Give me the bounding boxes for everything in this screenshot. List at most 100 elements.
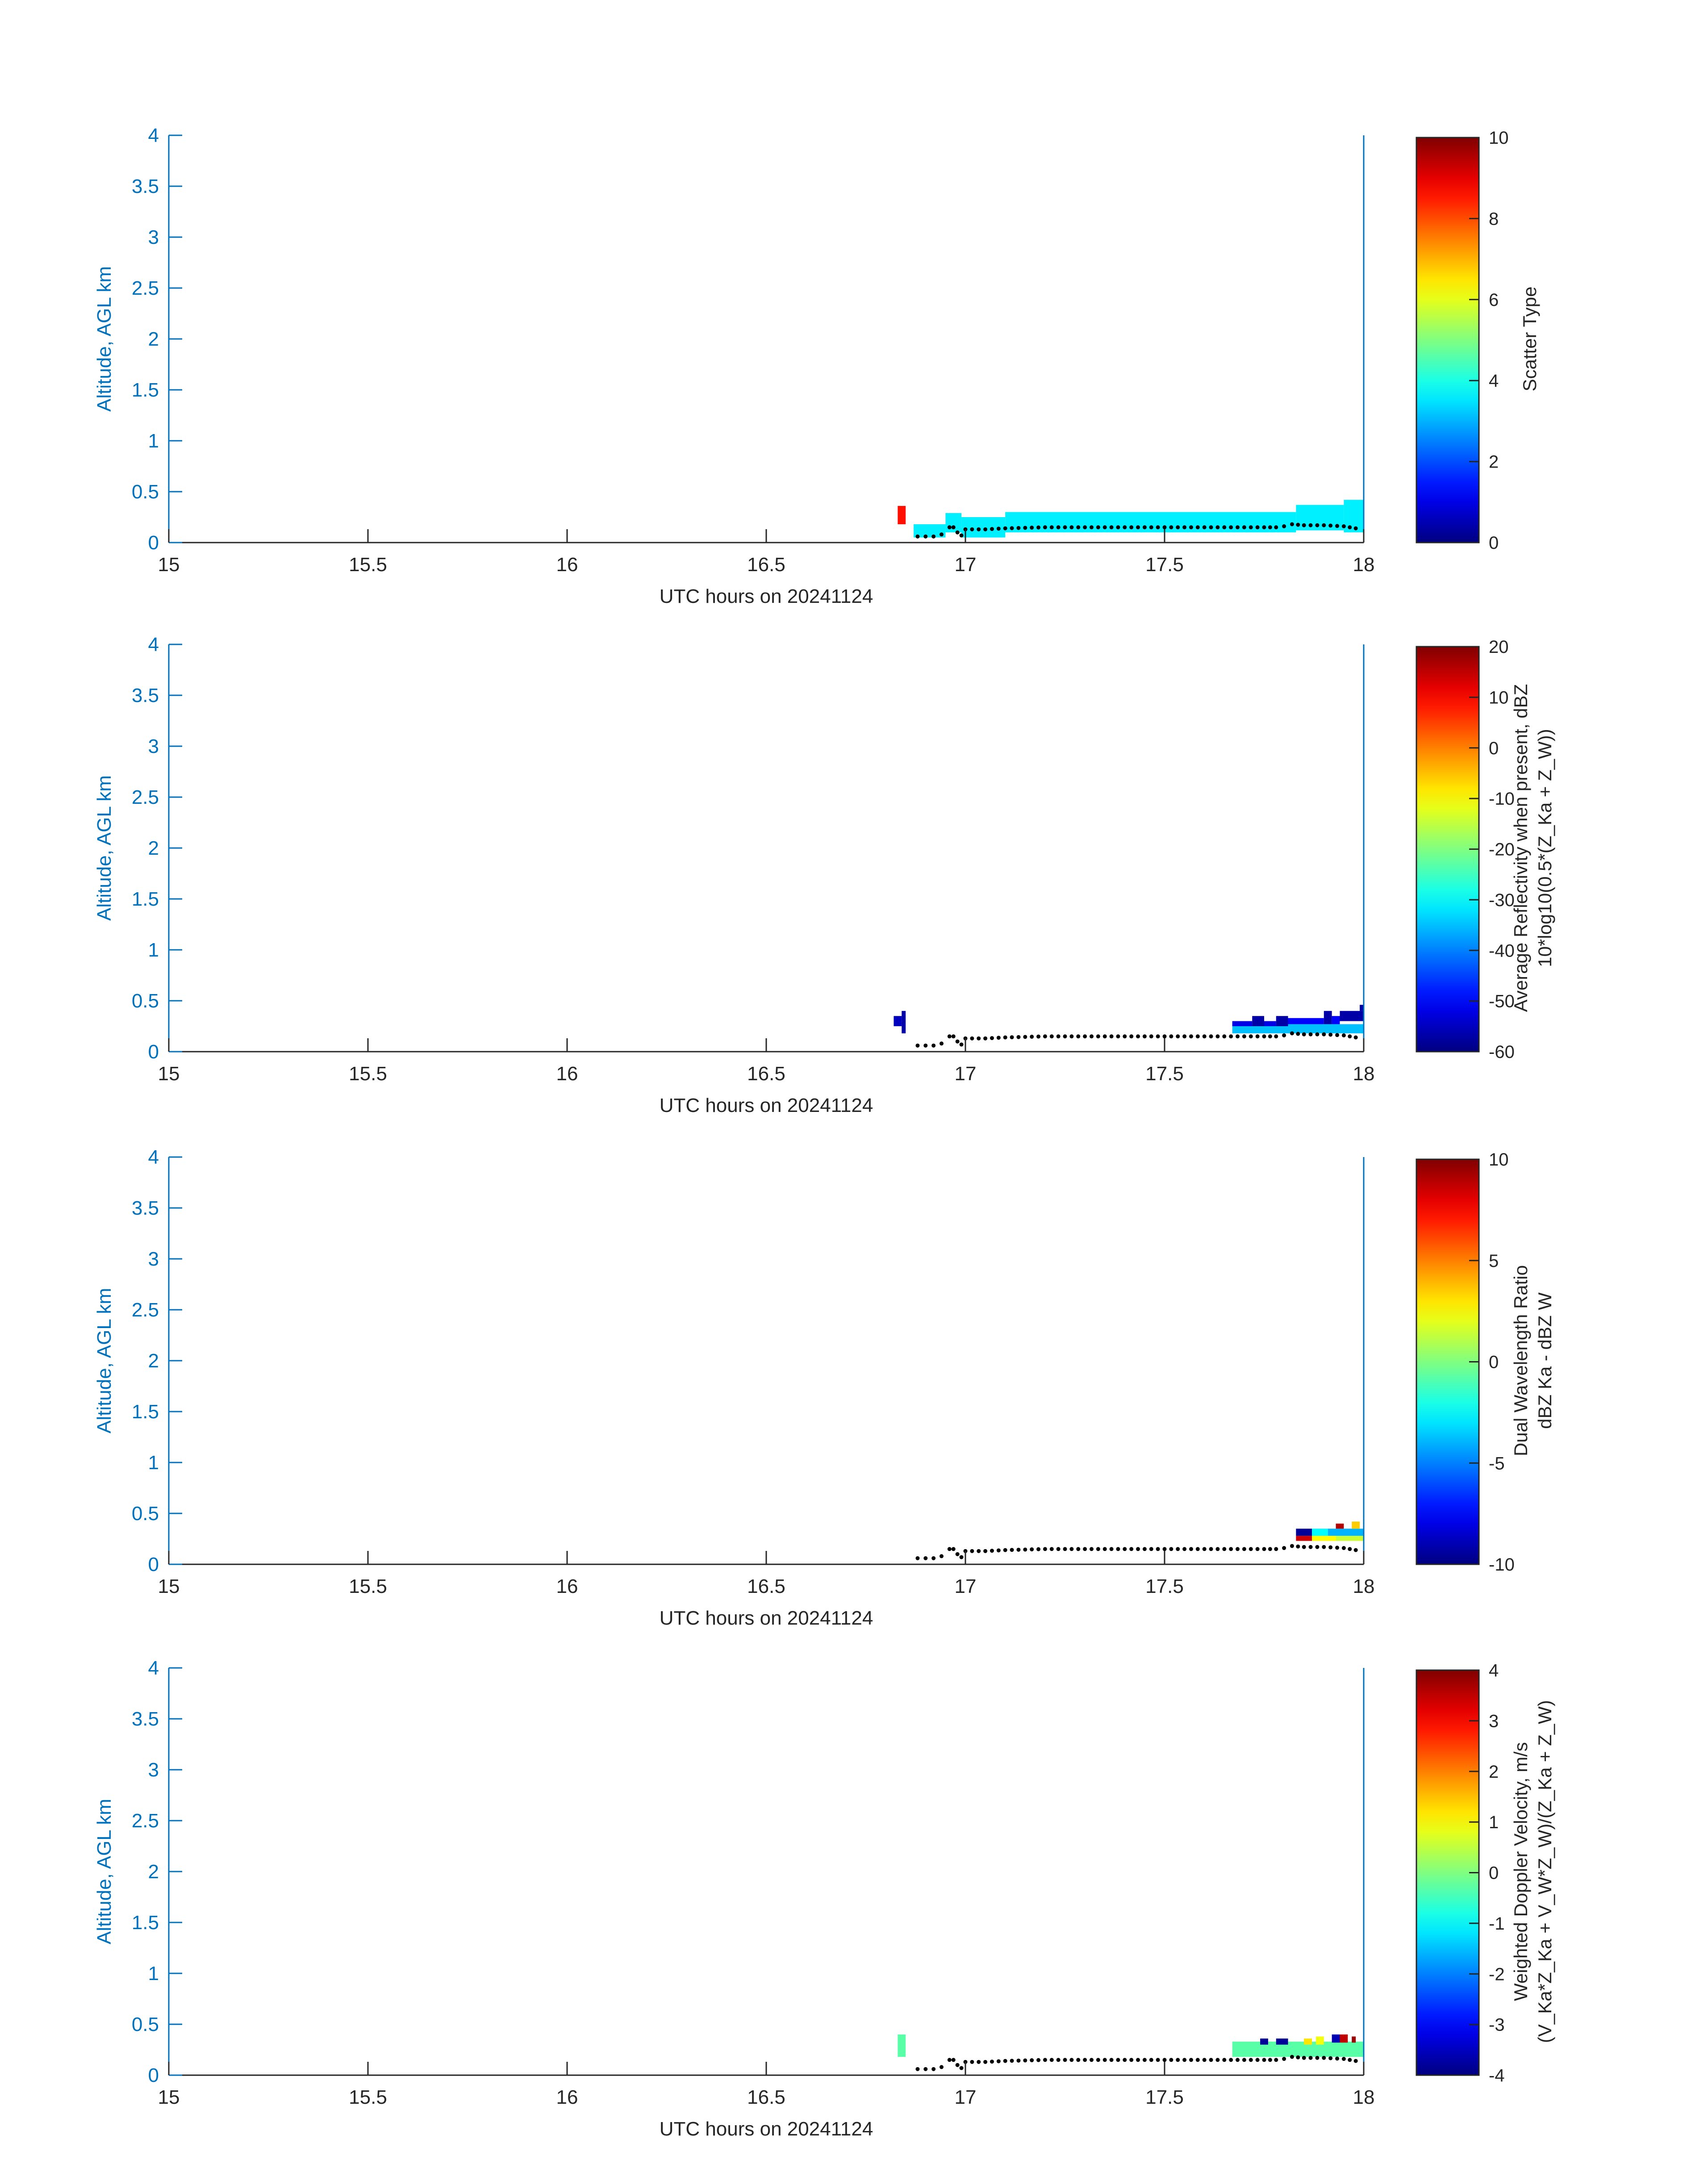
ground-trace-point [1016,526,1021,530]
ground-trace-point [1229,525,1233,530]
ground-trace-point [983,2060,988,2064]
ground-trace-point [1003,1035,1007,1040]
ground-trace-point [1242,1547,1246,1551]
ground-trace-point [1016,1547,1021,1552]
ground-trace-point [983,527,988,531]
ground-trace-point [1076,1547,1081,1551]
ground-trace-point [1129,2058,1134,2062]
ground-trace-point [959,1042,964,1047]
heatmap-cell [1352,2036,1356,2043]
ground-trace-point [1123,2058,1127,2062]
ground-trace-point [1315,1545,1320,1549]
ground-trace-point [955,1552,960,1556]
ground-trace-point [1222,525,1227,530]
ground-trace-point [1249,525,1253,530]
colorbar-tick-label: 4 [1489,1661,1499,1680]
x-tick-label: 15 [158,2086,180,2108]
heatmap-cell [1360,1005,1364,1011]
ground-trace-point [939,532,944,537]
y-tick-label: 0 [148,1041,159,1063]
colorbar [1416,137,1480,543]
y-tick-label: 1 [148,1963,159,1985]
colorbar-tick-label: 0 [1489,1353,1499,1372]
ground-trace-point [1308,1545,1313,1549]
ground-trace-point [1049,1547,1054,1551]
ground-trace-point [1102,1034,1107,1039]
ground-trace-point [1202,1034,1207,1039]
y-tick-label: 3 [148,1759,159,1781]
y-tick-label: 1.5 [132,1912,159,1934]
ground-trace-point [1249,2058,1253,2062]
ground-trace-point [1282,1033,1286,1038]
colorbar-tick-label: 0 [1489,1864,1499,1883]
panel-reflectivity: 0 0.5 1 1.5 2 2.5 3 3.5 4 15 15.5 16 16.5 17 17.5 18 UTC… [93,634,1555,1116]
ground-trace-point [1102,1547,1107,1551]
ground-trace-point [1162,1034,1167,1039]
ground-trace-point [1023,1547,1027,1552]
ground-trace-point [1262,1547,1266,1551]
y-tick-label: 3 [148,226,159,248]
x-tick-label: 17 [955,554,977,576]
ground-trace-point [1290,522,1294,526]
y-tick-label: 0 [148,532,159,554]
ground-trace-point [1335,524,1340,528]
ground-trace-point [947,2058,952,2062]
ground-trace-point [1056,1547,1061,1551]
ground-trace-point [990,1549,994,1553]
ground-trace-point [923,1556,928,1560]
ground-trace-point [923,534,928,539]
ground-trace-point [1335,1033,1340,1037]
ground-trace-point [1353,1035,1358,1040]
ground-trace-point [1089,525,1094,530]
heatmap-cell [1312,1529,1328,1536]
ground-trace-point [1290,1031,1294,1036]
ground-trace-point [1036,1547,1041,1551]
x-tick-label: 16 [556,1063,578,1085]
ground-trace-point [1189,2058,1193,2062]
heatmap-cell [1352,1521,1360,1529]
y-tick-label: 3 [148,735,159,757]
ground-trace-point [955,2063,960,2067]
ground-trace-point [1189,1547,1193,1551]
heatmap-cell [945,513,962,533]
ground-trace-point [1302,1032,1306,1036]
colorbar [1416,646,1480,1053]
x-tick-label: 15.5 [349,2086,387,2108]
ground-trace-point [1136,1034,1140,1039]
ground-trace-point [1322,1545,1326,1549]
ground-trace-point [1308,523,1313,527]
ground-trace-point [1036,525,1041,530]
colorbar-tick-label: 0 [1489,739,1499,758]
colorbar-tick-label: -2 [1489,1964,1505,1984]
y-tick-label: 2.5 [132,1299,159,1321]
ground-trace-point [1202,2058,1207,2062]
ground-trace-point [1242,525,1246,530]
heatmap-cell [1264,1021,1276,1026]
ground-trace-point [1322,1032,1326,1036]
x-tick-label: 16.5 [747,1063,785,1085]
ground-trace-point [951,1547,956,1551]
ground-trace-point [1169,2058,1173,2062]
ground-trace-point [1315,523,1320,527]
ground-trace-point [1236,2058,1240,2062]
ground-trace-point [951,1034,956,1039]
y-tick-label: 2.5 [132,1810,159,1832]
ground-trace-point [977,2060,981,2064]
ground-trace-point [1149,1547,1153,1551]
ground-trace-point [915,1043,920,1048]
ground-trace-point [1182,525,1187,530]
colorbar-tick-label: -20 [1489,840,1515,860]
x-axis-label: UTC hours on 20241124 [660,1095,873,1116]
ground-trace-point [959,1555,964,1559]
ground-trace-point [1322,2056,1326,2060]
ground-trace-point [1049,1034,1054,1039]
heatmap-cell [1276,1016,1288,1026]
x-tick-label: 15.5 [349,1063,387,1085]
ground-trace-point [1162,1547,1167,1551]
ground-trace-point [1116,2058,1120,2062]
y-tick-label: 2 [148,1861,159,1883]
ground-trace-point [1215,525,1220,530]
ground-trace-point [1262,2058,1266,2062]
colorbar-label: 10*log10(0.5*(Z_Ka + Z_W)) [1534,729,1555,967]
colorbar-tick-label: 8 [1489,209,1499,229]
